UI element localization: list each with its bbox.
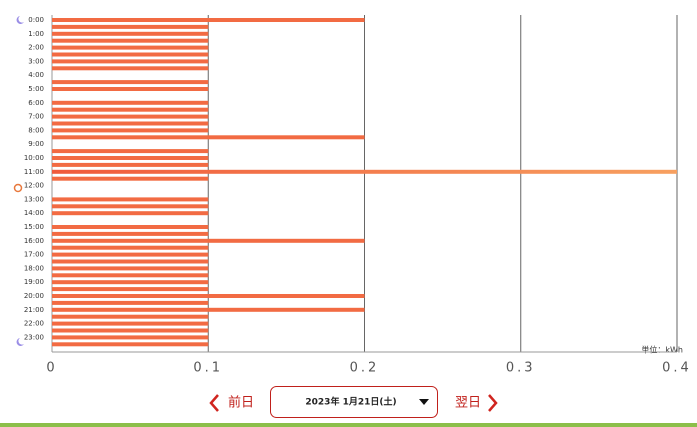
bar [52,328,209,333]
bar [52,80,209,85]
y-tick-label: 23:00 [24,333,44,341]
bar [52,335,209,340]
bar [52,300,209,305]
bar [52,266,209,271]
y-tick-label: 17:00 [24,251,44,259]
date-select[interactable] [270,386,438,418]
bar [52,59,209,64]
bar [52,204,209,209]
bar [52,231,209,236]
bar [52,52,209,57]
y-tick-label: 14:00 [24,209,44,217]
bar [52,121,209,126]
x-tick-label: 0.3 [506,361,536,376]
x-tick-label: 0.1 [193,361,223,376]
y-tick-label: 22:00 [24,320,44,328]
x-tick-label: 0.2 [350,361,380,376]
bar [52,259,209,264]
y-tick-label: 13:00 [24,195,44,203]
bar [52,66,209,71]
y-tick-label: 11:00 [24,168,44,176]
y-tick-label: 21:00 [24,306,44,314]
y-tick-label: 1:00 [28,30,44,38]
bar [52,38,209,43]
y-tick-label: 9:00 [28,140,44,148]
bar [52,100,209,105]
bar [52,128,209,133]
bar [52,114,209,119]
bar [52,18,365,22]
prev-button[interactable]: 前日 [228,395,254,411]
prev-arrow[interactable] [209,394,219,412]
bar [52,225,209,229]
x-tick-label: 0.4 [662,361,692,376]
bar [52,135,365,140]
y-tick-label: 2:00 [28,44,44,52]
bar [52,342,209,347]
time-icons [13,16,24,346]
y-tick-label: 12:00 [24,182,44,190]
bar [52,169,677,174]
bar [52,238,365,243]
y-tick-label: 8:00 [28,126,44,134]
y-tick-label: 3:00 [28,57,44,65]
bar [52,87,209,91]
y-tick-label: 20:00 [24,292,44,300]
bar [52,156,209,160]
unit-label: 単位：kWh [641,345,683,355]
bar [52,314,209,319]
next-arrow[interactable] [488,394,498,412]
bar [52,107,209,112]
bar [52,280,209,285]
bar [52,294,365,298]
bar [52,31,209,36]
footer-bar [0,423,697,427]
bar [52,149,209,154]
bar [52,24,209,29]
bar [52,287,209,292]
next-button[interactable]: 翌日 [455,396,481,411]
x-tick-label: 0 [46,361,57,376]
bar [52,176,209,181]
dropdown-arrow [419,399,429,405]
bar [52,197,209,202]
y-tick-label: 10:00 [24,154,44,162]
bar [52,273,209,278]
y-tick-label: 4:00 [28,71,44,79]
y-tick-label: 0:00 [28,16,44,24]
y-tick-label: 16:00 [24,237,44,245]
bar [52,162,209,167]
bar [52,245,209,250]
bar [52,252,209,257]
y-tick-label: 6:00 [28,99,44,107]
y-tick-label: 19:00 [24,278,44,286]
bar [52,321,209,326]
bar [52,307,365,312]
y-tick-label: 5:00 [28,85,44,93]
bar [52,211,209,216]
y-tick-label: 15:00 [24,223,44,231]
bar [52,45,209,50]
y-tick-label: 18:00 [24,264,44,272]
y-tick-label: 7:00 [28,113,44,121]
date-text: 2023年 1月21日(土) [305,396,396,408]
